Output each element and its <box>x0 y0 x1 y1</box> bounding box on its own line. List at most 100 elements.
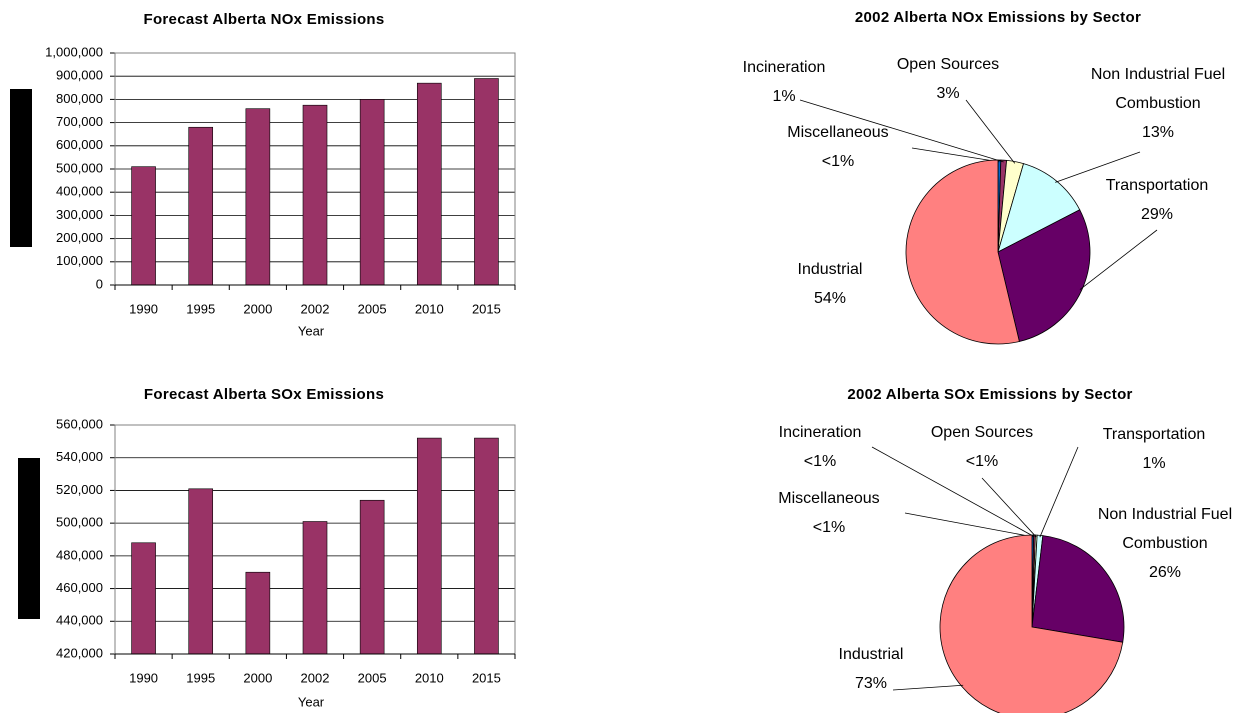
leader-line <box>911 147 1000 163</box>
x-tick-label: 2000 <box>243 670 272 685</box>
leader-line <box>871 446 1035 538</box>
slice-label: Non Industrial Fuel Combustion 13% <box>1073 60 1239 147</box>
chart-title: 2002 Alberta NOx Emissions by Sector <box>855 9 1141 26</box>
slice-label: Non Industrial Fuel Combustion 26% <box>1080 500 1239 587</box>
slice-name: Open Sources <box>896 56 1000 73</box>
bar <box>474 437 499 655</box>
slice-value: 26% <box>1148 564 1182 581</box>
bar <box>416 437 442 655</box>
pie-slice <box>1031 535 1125 643</box>
slice-name: Incineration <box>778 424 862 441</box>
slice-value: 3% <box>936 85 960 102</box>
y-tick-label: 400,000 <box>56 184 103 199</box>
y-tick-label: 300,000 <box>56 207 103 222</box>
slice-label: Open Sources 3% <box>878 50 1018 108</box>
slice-name: Industrial <box>797 261 863 278</box>
slice-name: Miscellaneous <box>787 124 889 141</box>
x-tick-label: 2002 <box>301 670 330 685</box>
y-tick-label: 900,000 <box>56 68 103 83</box>
y-tick-label: 520,000 <box>56 482 103 497</box>
slice-label: Transportation 29% <box>1087 171 1227 229</box>
y-tick-label: 1,000,000 <box>45 44 103 59</box>
bar <box>302 521 328 655</box>
y-tick-label: 500,000 <box>56 515 103 530</box>
slice-name: Non Industrial Fuel Combustion <box>1097 506 1233 552</box>
pie-slice <box>905 159 1020 345</box>
chart-title: 2002 Alberta SOx Emissions by Sector <box>847 386 1132 403</box>
x-axis-label: Year <box>298 694 325 709</box>
y-tick-label: 0 <box>96 276 103 291</box>
chart-title: Forecast Alberta SOx Emissions <box>144 386 384 403</box>
x-tick-label: 1995 <box>186 670 215 685</box>
slice-value: 29% <box>1140 206 1174 223</box>
slice-label: Incineration <1% <box>750 418 890 476</box>
y-tick-label: 800,000 <box>56 91 103 106</box>
x-tick-label: 2000 <box>243 301 272 316</box>
y-tick-label: 500,000 <box>56 160 103 175</box>
y-tick-label: 480,000 <box>56 547 103 562</box>
redaction <box>18 458 40 619</box>
x-tick-label: 1995 <box>186 301 215 316</box>
redaction <box>10 89 32 247</box>
leader-line <box>1039 446 1079 538</box>
y-tick-label: 600,000 <box>56 137 103 152</box>
bar <box>245 108 271 286</box>
chart-title: Forecast Alberta NOx Emissions <box>143 11 384 28</box>
bar <box>131 542 156 655</box>
slice-label: Miscellaneous <1% <box>759 484 899 542</box>
slice-name: Miscellaneous <box>778 490 880 507</box>
slice-label: Open Sources <1% <box>912 418 1052 476</box>
bar <box>416 82 442 286</box>
y-tick-label: 420,000 <box>56 645 103 660</box>
x-tick-label: 2010 <box>415 301 444 316</box>
leader-line <box>1055 151 1141 183</box>
leader-line <box>904 512 1033 538</box>
leader-line <box>965 99 1016 164</box>
slice-label: Industrial 73% <box>801 640 941 698</box>
pie-slice <box>939 534 1124 713</box>
slice-name: Transportation <box>1105 177 1209 194</box>
slice-value: 73% <box>854 675 888 692</box>
x-tick-label: 2015 <box>472 670 501 685</box>
x-tick-label: 1990 <box>129 301 158 316</box>
slice-label: Miscellaneous <1% <box>768 118 908 176</box>
bar <box>302 104 328 286</box>
bar <box>474 78 499 286</box>
slice-value: <1% <box>803 453 837 470</box>
slice-value: <1% <box>821 153 855 170</box>
leader-line <box>981 477 1037 538</box>
bar <box>359 99 385 286</box>
x-tick-label: 2010 <box>415 670 444 685</box>
bar <box>188 126 214 286</box>
slice-name: Open Sources <box>930 424 1034 441</box>
bar <box>359 499 385 655</box>
x-axis-label: Year <box>298 323 325 338</box>
x-tick-label: 2015 <box>472 301 501 316</box>
leader-line <box>799 99 1004 163</box>
y-tick-label: 100,000 <box>56 253 103 268</box>
slice-value: <1% <box>965 453 999 470</box>
y-tick-label: 560,000 <box>56 416 103 431</box>
bar <box>188 488 214 655</box>
slice-name: Industrial <box>838 646 904 663</box>
slice-name: Incineration <box>742 59 826 76</box>
slice-value: 1% <box>1142 455 1166 472</box>
y-tick-label: 200,000 <box>56 230 103 245</box>
bar <box>131 166 156 286</box>
slice-label: Transportation 1% <box>1084 420 1224 478</box>
slice-value: 54% <box>813 290 847 307</box>
y-tick-label: 460,000 <box>56 580 103 595</box>
slice-name: Non Industrial Fuel Combustion <box>1090 66 1226 112</box>
x-tick-label: 2005 <box>358 301 387 316</box>
slice-value: 1% <box>772 88 796 105</box>
slice-name: Transportation <box>1102 426 1206 443</box>
leader-line <box>1079 229 1158 290</box>
x-tick-label: 2005 <box>358 670 387 685</box>
x-tick-label: 2002 <box>301 301 330 316</box>
y-tick-label: 700,000 <box>56 114 103 129</box>
y-tick-label: 440,000 <box>56 613 103 628</box>
slice-label: Incineration 1% <box>714 53 854 111</box>
pie-slice <box>997 163 1081 253</box>
